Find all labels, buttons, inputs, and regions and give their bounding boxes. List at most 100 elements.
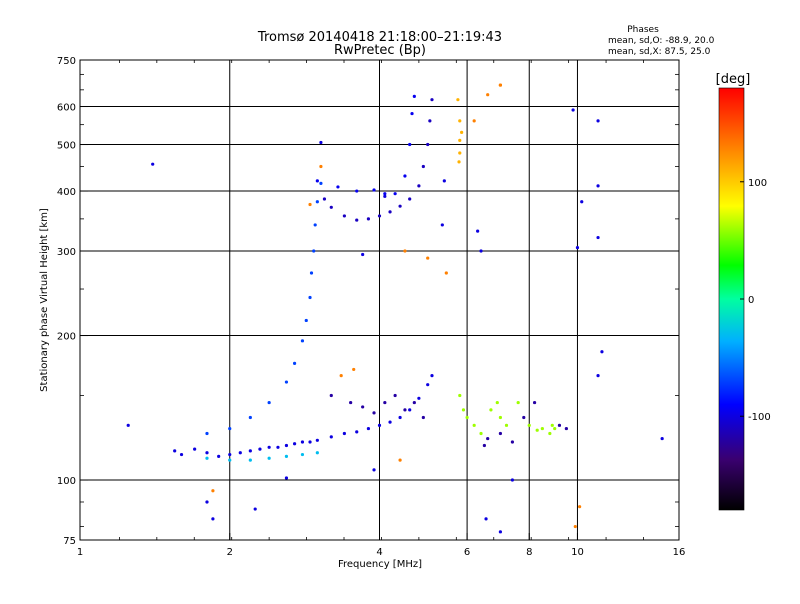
colorbar-ticks: 100 0 -100 <box>740 178 771 423</box>
x-axis-label: Frequency [MHz] <box>338 559 422 570</box>
data-point <box>284 476 289 480</box>
data-point <box>308 202 312 207</box>
x-axis-ticks: 1 2 4 6 8 10 16 <box>77 60 685 558</box>
data-point <box>319 164 323 169</box>
data-point <box>366 426 371 431</box>
data-point <box>408 408 412 412</box>
data-point <box>349 400 353 405</box>
data-point <box>458 138 462 142</box>
data-point <box>205 451 209 455</box>
y-tick-label: 200 <box>57 332 76 343</box>
data-point <box>205 431 209 436</box>
y-axis-label: Stationary phase Virtual Height [km] <box>39 208 50 392</box>
data-point <box>498 530 503 534</box>
data-point <box>465 415 469 420</box>
data-point <box>267 456 271 460</box>
data-point <box>228 452 232 457</box>
data-point <box>300 440 305 444</box>
data-point <box>267 445 271 449</box>
data-point <box>430 98 434 102</box>
data-point <box>258 447 262 451</box>
data-point <box>660 436 664 441</box>
data-point <box>253 507 257 511</box>
x-tick-label: 4 <box>376 547 382 558</box>
data-point <box>596 235 600 240</box>
data-point <box>498 83 503 87</box>
data-point <box>417 396 421 400</box>
colorbar-tick-label: 0 <box>748 295 754 306</box>
data-point <box>580 200 584 204</box>
data-point <box>479 249 483 253</box>
data-point <box>211 517 215 521</box>
colorbar-tick-label: 100 <box>748 178 767 189</box>
data-point <box>408 142 412 147</box>
data-point <box>421 164 425 169</box>
data-point <box>372 468 376 472</box>
data-point <box>428 119 432 123</box>
data-point <box>211 489 215 493</box>
chart-title: Tromsø 20140418 21:18:00–21:19:43 <box>257 30 502 45</box>
data-point <box>342 214 346 218</box>
data-point <box>458 151 462 155</box>
data-point <box>267 400 271 405</box>
data-point <box>315 179 319 183</box>
data-point <box>460 130 464 134</box>
colorbar-tick-label: -100 <box>748 412 771 423</box>
data-point <box>535 428 539 432</box>
data-point <box>426 256 430 260</box>
data-point <box>329 205 333 209</box>
data-point <box>510 440 515 444</box>
data-point <box>248 449 252 453</box>
data-point <box>440 223 444 227</box>
data-point <box>484 517 488 521</box>
data-point <box>284 454 289 459</box>
data-point <box>228 426 232 431</box>
data-point <box>217 454 221 459</box>
data-point <box>412 94 416 98</box>
colorbar-label: [deg] <box>716 72 751 87</box>
data-point <box>248 415 252 420</box>
data-point <box>410 111 414 116</box>
data-point <box>457 160 461 164</box>
data-point <box>550 423 554 427</box>
data-point <box>398 458 402 462</box>
data-point <box>300 452 305 457</box>
data-point <box>377 214 382 218</box>
data-point <box>383 400 387 405</box>
data-point <box>479 431 483 436</box>
data-point <box>403 174 407 178</box>
data-point <box>377 423 382 427</box>
y-tick-label: 600 <box>57 103 76 114</box>
data-point <box>355 189 359 193</box>
data-point <box>403 408 407 412</box>
data-point <box>486 436 490 441</box>
data-point <box>398 204 402 208</box>
y-tick-label: 100 <box>57 476 76 487</box>
data-point <box>322 197 327 201</box>
data-point <box>276 445 280 449</box>
data-point <box>315 438 319 442</box>
x-tick-label: 6 <box>464 547 470 558</box>
data-point <box>596 184 600 188</box>
data-point <box>292 442 297 446</box>
data-point <box>486 93 490 97</box>
data-point <box>319 181 323 185</box>
data-point <box>361 252 365 257</box>
data-point <box>458 393 462 398</box>
data-point <box>444 271 448 275</box>
data-point <box>489 408 493 412</box>
data-point <box>495 400 499 405</box>
y-tick-label: 300 <box>57 247 76 258</box>
data-point <box>313 223 317 227</box>
data-point <box>564 426 568 431</box>
data-point <box>600 350 604 354</box>
data-point <box>426 383 430 387</box>
data-point <box>366 217 371 221</box>
stats-line-o: mean, sd,O: -88.9, 20.0 <box>608 36 715 46</box>
data-point <box>398 415 402 420</box>
data-point <box>388 420 392 424</box>
data-point <box>575 245 580 250</box>
data-point <box>388 210 392 214</box>
data-point <box>304 318 308 323</box>
